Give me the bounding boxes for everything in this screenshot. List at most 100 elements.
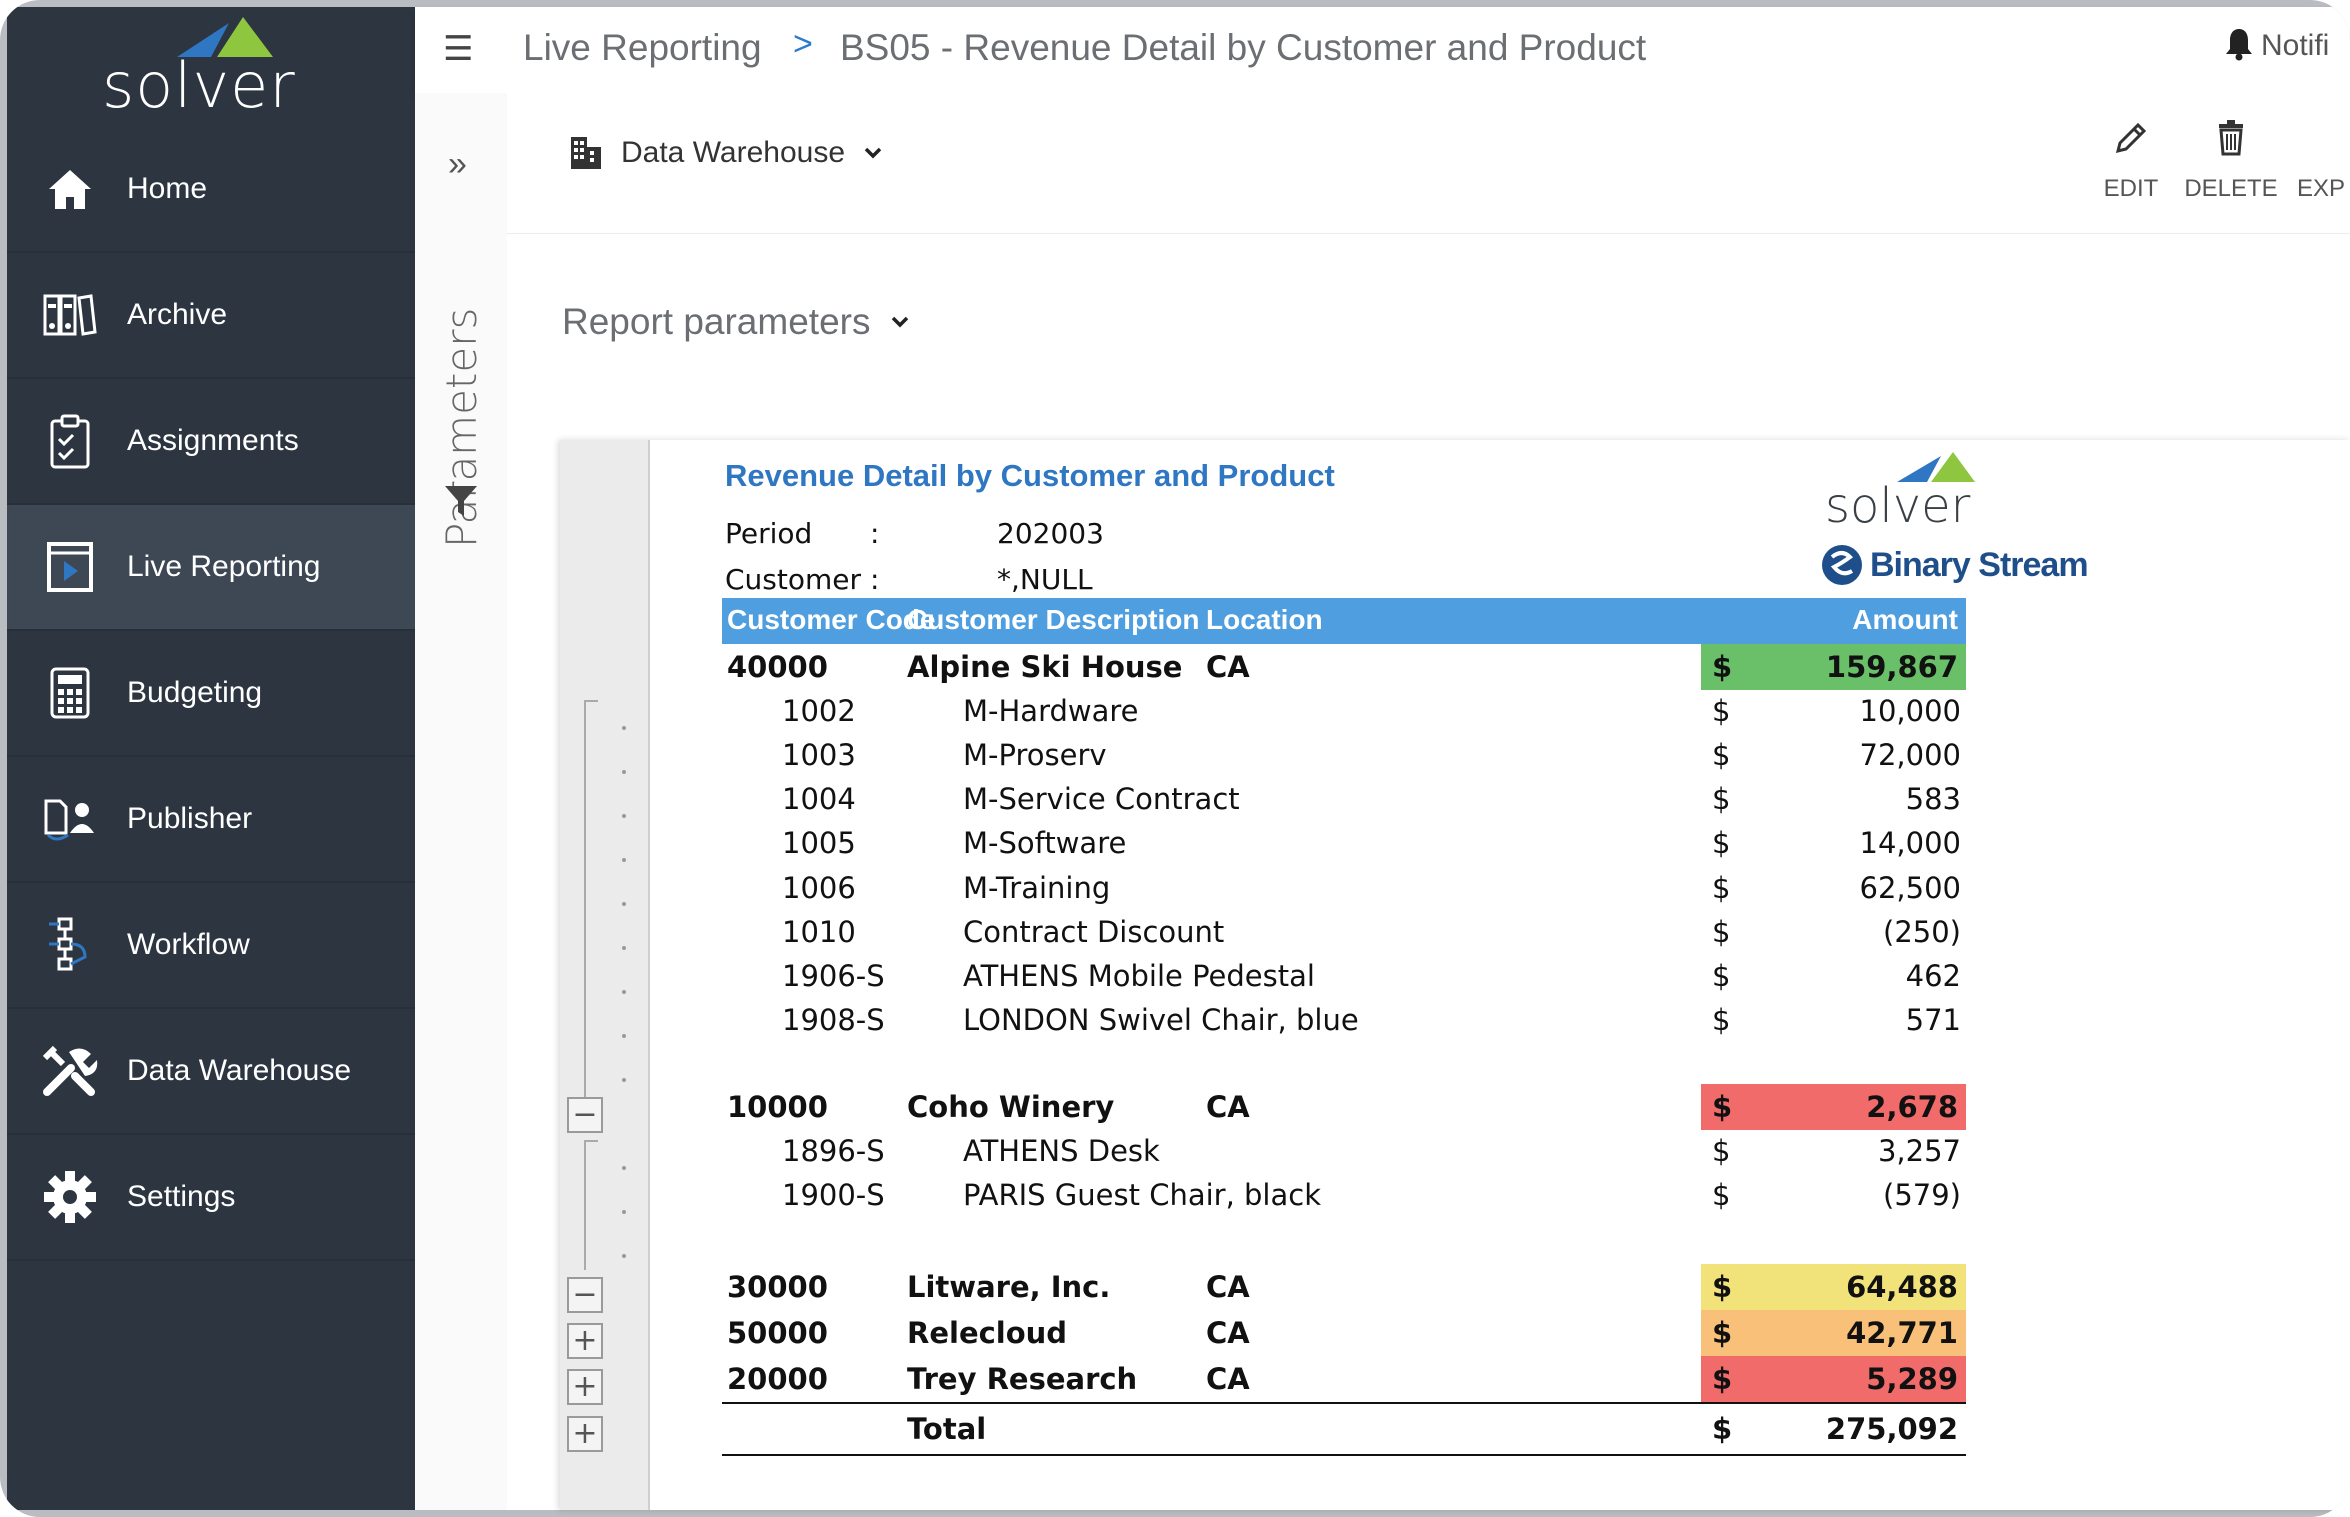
sidebar-item-budgeting[interactable]: Budgeting bbox=[7, 631, 415, 757]
description-cell: Litware, Inc. bbox=[907, 1270, 1111, 1304]
sidebar-item-live-reporting[interactable]: Live Reporting bbox=[7, 505, 415, 631]
customer-colon: : bbox=[870, 563, 880, 596]
report-table-header: Customer Code Customer Description Locat… bbox=[722, 598, 1966, 644]
amount-highlight bbox=[1701, 1310, 1966, 1356]
bell-icon bbox=[2226, 29, 2252, 61]
hamburger-menu-icon[interactable]: ☰ bbox=[443, 30, 474, 68]
description-cell: M-Training bbox=[963, 871, 1111, 905]
main-content: Data Warehouse EDIT DELETE EXP Report pa… bbox=[507, 93, 2350, 1510]
binary-stream-logo-text: Binary Stream bbox=[1870, 545, 2089, 584]
breadcrumb-separator: > bbox=[793, 25, 813, 63]
chevron-down-icon bbox=[892, 316, 909, 328]
product-row: 1003 M-Proserv $72,000 bbox=[722, 732, 1966, 776]
currency-symbol: $ bbox=[1712, 1003, 1731, 1037]
period-label: Period bbox=[725, 517, 813, 550]
outline-bracket-tick bbox=[584, 700, 598, 702]
amount-highlight bbox=[1701, 1264, 1966, 1310]
tools-icon bbox=[39, 1040, 101, 1102]
amount-cell: 72,000 bbox=[1859, 738, 1961, 772]
expand-parameters-icon[interactable]: » bbox=[448, 145, 467, 183]
top-bar: ☰ Live Reporting > BS05 - Revenue Detail… bbox=[415, 7, 2350, 93]
expand-group-button[interactable]: + bbox=[567, 1416, 603, 1452]
pencil-icon bbox=[2115, 122, 2147, 154]
customer-code-cell: 1908-S bbox=[782, 1003, 885, 1037]
product-row: 1002 M-Hardware $10,000 bbox=[722, 688, 1966, 732]
product-row: 1006 M-Training $62,500 bbox=[722, 865, 1966, 909]
currency-symbol: $ bbox=[1712, 871, 1731, 905]
currency-symbol: $ bbox=[1712, 694, 1731, 728]
amount-highlight bbox=[1701, 644, 1966, 690]
customer-row: 20000 Trey Research CA $5,289 bbox=[722, 1356, 1966, 1402]
outline-dot bbox=[622, 1034, 626, 1038]
binary-stream-logo: Binary Stream bbox=[1820, 543, 2089, 587]
report-parameters-toggle[interactable]: Report parameters bbox=[562, 301, 910, 343]
solver-logo-text: solver bbox=[102, 49, 296, 122]
customer-label: Customer bbox=[725, 563, 862, 596]
breadcrumb-root[interactable]: Live Reporting bbox=[523, 27, 762, 68]
expand-group-button[interactable]: + bbox=[567, 1369, 603, 1405]
description-cell: M-Proserv bbox=[963, 738, 1107, 772]
customer-code-cell: 1005 bbox=[782, 826, 856, 860]
currency-symbol: $ bbox=[1712, 1134, 1731, 1168]
description-cell: Alpine Ski House bbox=[907, 650, 1183, 684]
amount-cell: 583 bbox=[1905, 782, 1961, 816]
delete-button[interactable]: DELETE bbox=[2183, 113, 2279, 203]
column-header-customer-description: Customer Description bbox=[907, 604, 1200, 635]
solver-logo[interactable]: solver bbox=[7, 7, 415, 122]
sidebar-item-label: Data Warehouse bbox=[127, 1054, 352, 1087]
column-header-customer-code: Customer Code bbox=[727, 604, 936, 635]
customer-code-cell: 30000 bbox=[727, 1270, 828, 1304]
delete-label: DELETE bbox=[2184, 175, 2278, 202]
edit-button[interactable]: EDIT bbox=[2101, 113, 2161, 203]
customer-code-cell: 1006 bbox=[782, 871, 856, 905]
filter-icon[interactable] bbox=[443, 483, 479, 519]
product-row: 1896-S ATHENS Desk $3,257 bbox=[722, 1128, 1966, 1172]
calculator-icon bbox=[39, 662, 101, 724]
amount-cell: (579) bbox=[1883, 1178, 1961, 1212]
sidebar-item-data-warehouse[interactable]: Data Warehouse bbox=[7, 1009, 415, 1135]
sidebar-item-archive[interactable]: Archive bbox=[7, 253, 415, 379]
outline-dot bbox=[622, 858, 626, 862]
total-amount: 275,092 bbox=[1825, 1412, 1958, 1446]
sidebar-item-workflow[interactable]: Workflow bbox=[7, 883, 415, 1009]
column-header-amount: Amount bbox=[1852, 604, 1958, 635]
currency-symbol: $ bbox=[1712, 782, 1731, 816]
binary-stream-logo-icon bbox=[1822, 545, 1862, 585]
notifications-button[interactable]: Notifi bbox=[2225, 27, 2329, 63]
outline-dot bbox=[622, 770, 626, 774]
data-source-select[interactable]: Data Warehouse bbox=[569, 135, 883, 171]
outline-bracket bbox=[584, 1140, 586, 1270]
sidebar-item-home[interactable]: Home bbox=[7, 127, 415, 253]
building-icon bbox=[571, 137, 601, 169]
sidebar-item-publisher[interactable]: Publisher bbox=[7, 757, 415, 883]
product-row: 1005 M-Software $14,000 bbox=[722, 820, 1966, 864]
customer-row: 40000 Alpine Ski House CA $159,867 bbox=[722, 644, 1966, 690]
breadcrumb-current-page: BS05 - Revenue Detail by Customer and Pr… bbox=[840, 27, 1647, 68]
amount-cell: 42,771 bbox=[1846, 1316, 1958, 1350]
publisher-icon bbox=[39, 788, 101, 850]
expand-group-button[interactable]: + bbox=[567, 1323, 603, 1359]
sidebar-item-settings[interactable]: Settings bbox=[7, 1135, 415, 1261]
sidebar-item-label: Budgeting bbox=[127, 676, 263, 709]
currency-symbol: $ bbox=[1712, 650, 1733, 684]
trash-icon bbox=[2219, 120, 2243, 156]
export-button[interactable]: EXP bbox=[2297, 113, 2350, 203]
customer-code-cell: 1002 bbox=[782, 694, 856, 728]
product-row: 1010 Contract Discount $ (250) bbox=[722, 909, 1966, 953]
parameters-panel-collapsed[interactable]: » Parameters bbox=[415, 93, 508, 1510]
outline-bracket-tick bbox=[584, 1140, 598, 1142]
product-row: 1906-S ATHENS Mobile Pedestal $462 bbox=[722, 953, 1966, 997]
report-sheet: − − + + + Revenue Detail by Customer and… bbox=[560, 440, 2350, 1510]
sidebar-item-assignments[interactable]: Assignments bbox=[7, 379, 415, 505]
sidebar-item-label: Archive bbox=[127, 298, 228, 331]
amount-highlight bbox=[1701, 1084, 1966, 1130]
collapse-group-button[interactable]: − bbox=[567, 1277, 603, 1313]
data-source-label: Data Warehouse bbox=[621, 136, 846, 169]
collapse-group-button[interactable]: − bbox=[567, 1097, 603, 1133]
customer-row: 10000 Coho Winery CA $2,678 bbox=[722, 1084, 1966, 1130]
amount-highlight bbox=[1701, 1356, 1966, 1402]
description-cell: M-Hardware bbox=[963, 694, 1139, 728]
location-cell: CA bbox=[1206, 1090, 1250, 1124]
period-colon: : bbox=[870, 517, 880, 550]
currency-symbol: $ bbox=[1712, 915, 1731, 949]
